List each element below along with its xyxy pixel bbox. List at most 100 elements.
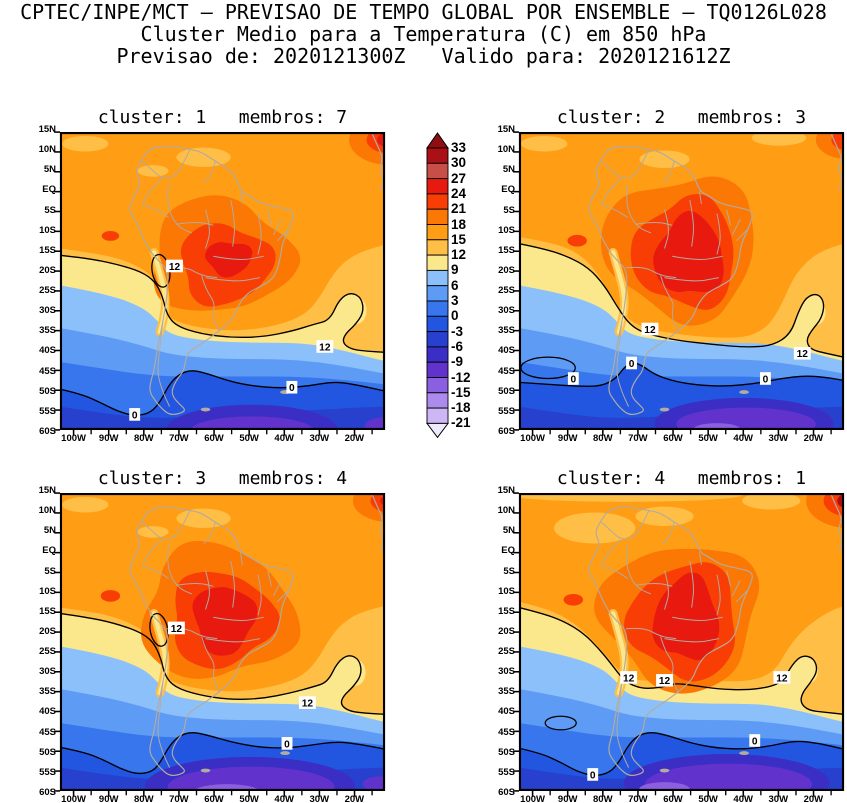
- x-tick-label: 90W: [98, 433, 119, 444]
- x-tick-label: 80W: [593, 433, 613, 444]
- x-tick-label: 90W: [98, 794, 119, 803]
- y-tick-label: 50S: [498, 746, 515, 758]
- y-tick-label: EQ: [42, 545, 56, 557]
- y-tick-label: 30S: [39, 666, 56, 678]
- y-tick-label: 45S: [498, 365, 515, 377]
- panel-title-cluster-1: cluster: 1 membros: 7: [97, 107, 348, 128]
- x-tick-label: 90W: [557, 433, 578, 444]
- y-tick-label: 20S: [498, 264, 515, 276]
- colorbar-level-label: 6: [451, 277, 459, 293]
- svg-text:0: 0: [132, 410, 138, 421]
- x-tick-label: 60W: [204, 794, 224, 803]
- x-tick-label: 80W: [134, 794, 154, 803]
- svg-text:0: 0: [752, 736, 758, 747]
- contour-label-0: 0: [626, 356, 637, 370]
- svg-text:12: 12: [776, 673, 788, 684]
- y-tick-label: 55S: [498, 766, 515, 778]
- y-tick-label: 35S: [498, 325, 515, 337]
- y-tick-label: 20S: [39, 264, 56, 276]
- x-tick-label: 50W: [698, 433, 718, 444]
- colorbar-level-label: 15: [451, 231, 467, 247]
- cluster-3-map: 12 12 0: [54, 492, 386, 797]
- y-tick-label: 10N: [38, 144, 56, 156]
- y-tick-label: 15S: [39, 605, 56, 617]
- y-tick-label: 60S: [39, 425, 56, 437]
- y-tick-label: 45S: [39, 365, 56, 377]
- x-tick-label: 100W: [61, 794, 86, 803]
- colorbar-level-label: 3: [451, 293, 459, 308]
- y-tick-label: 15N: [38, 485, 56, 496]
- y-tick-label: 10S: [498, 224, 515, 236]
- y-tick-label: 50S: [39, 385, 56, 397]
- svg-text:12: 12: [659, 676, 671, 687]
- svg-text:12: 12: [797, 349, 809, 360]
- y-tick-label: 5S: [503, 565, 515, 577]
- y-tick-label: 10N: [497, 505, 515, 517]
- contour-label-0: 0: [281, 737, 293, 750]
- y-tick-label: 15N: [38, 124, 56, 135]
- contour-label-12: 12: [620, 671, 638, 684]
- x-tick-label: 40W: [274, 794, 294, 803]
- contour-label-0: 0: [759, 372, 771, 385]
- svg-text:0: 0: [284, 739, 290, 750]
- x-tick-label: 100W: [520, 433, 545, 444]
- y-tick-label: EQ: [42, 184, 56, 196]
- contour-label-12: 12: [641, 322, 659, 336]
- x-tick-label: 20W: [344, 433, 365, 444]
- colorbar-level-label: -12: [451, 369, 471, 385]
- contour-label-12: 12: [773, 671, 791, 684]
- contour-label-0: 0: [286, 380, 298, 394]
- x-tick-label: 20W: [803, 794, 824, 803]
- y-tick-label: 45S: [39, 726, 56, 738]
- chart-title: CPTEC/INPE/MCT — PREVISAO DE TEMPO GLOBA…: [20, 0, 827, 24]
- x-tick-label: 50W: [698, 794, 718, 803]
- contour-label-12: 12: [166, 259, 183, 273]
- cluster-2-map: 12 12 0 0 0: [513, 131, 845, 436]
- y-tick-label: 5S: [44, 204, 56, 216]
- x-tick-label: 60W: [663, 794, 683, 803]
- svg-text:0: 0: [590, 770, 596, 781]
- colorbar-level-label: -18: [451, 400, 471, 416]
- panel-title-cluster-3: cluster: 3 membros: 4: [97, 468, 348, 489]
- contour-label-0: 0: [129, 408, 141, 421]
- colorbar-level-label: 9: [451, 262, 459, 278]
- y-tick-label: 5N: [502, 525, 515, 537]
- colorbar-level-label: -21: [451, 415, 471, 431]
- x-tick-label: 70W: [169, 433, 189, 444]
- y-tick-label: 25S: [498, 646, 515, 658]
- colorbar-level-label: 27: [451, 170, 467, 186]
- x-tick-label: 30W: [768, 433, 789, 444]
- x-tick-label: 30W: [768, 794, 789, 803]
- y-tick-label: 50S: [39, 746, 56, 758]
- svg-text:0: 0: [763, 374, 769, 385]
- x-tick-label: 30W: [309, 794, 330, 803]
- colorbar-level-label: -9: [451, 354, 464, 370]
- y-tick-label: 60S: [498, 425, 515, 437]
- chart-validity: Previsao de: 2020121300Z Valido para: 20…: [116, 44, 731, 68]
- y-tick-label: 25S: [498, 285, 515, 297]
- colorbar-level-label: 33: [451, 140, 467, 155]
- contour-label-12: 12: [316, 340, 334, 353]
- cluster-1-map: 12 12 0 0: [54, 131, 386, 436]
- colorbar-level-label: 0: [451, 308, 459, 324]
- x-tick-label: 70W: [169, 794, 189, 803]
- y-tick-label: 5S: [44, 565, 56, 577]
- y-tick-label: 40S: [39, 706, 56, 718]
- y-tick-label: 30S: [498, 305, 515, 317]
- svg-text:12: 12: [623, 673, 635, 684]
- svg-text:12: 12: [319, 342, 331, 353]
- y-tick-label: 5N: [43, 164, 56, 176]
- y-tick-label: 5N: [502, 164, 515, 176]
- y-tick-label: 30S: [39, 305, 56, 317]
- contour-label-12: 12: [298, 696, 316, 710]
- x-tick-label: 30W: [309, 433, 330, 444]
- colorbar-level-label: 21: [451, 201, 467, 217]
- svg-text:12: 12: [644, 325, 656, 336]
- x-tick-label: 100W: [520, 794, 545, 803]
- contour-label-0: 0: [567, 372, 579, 385]
- contour-label-0: 0: [749, 734, 761, 747]
- x-tick-label: 40W: [733, 433, 753, 444]
- x-tick-label: 40W: [733, 794, 753, 803]
- x-tick-label: 50W: [239, 433, 259, 444]
